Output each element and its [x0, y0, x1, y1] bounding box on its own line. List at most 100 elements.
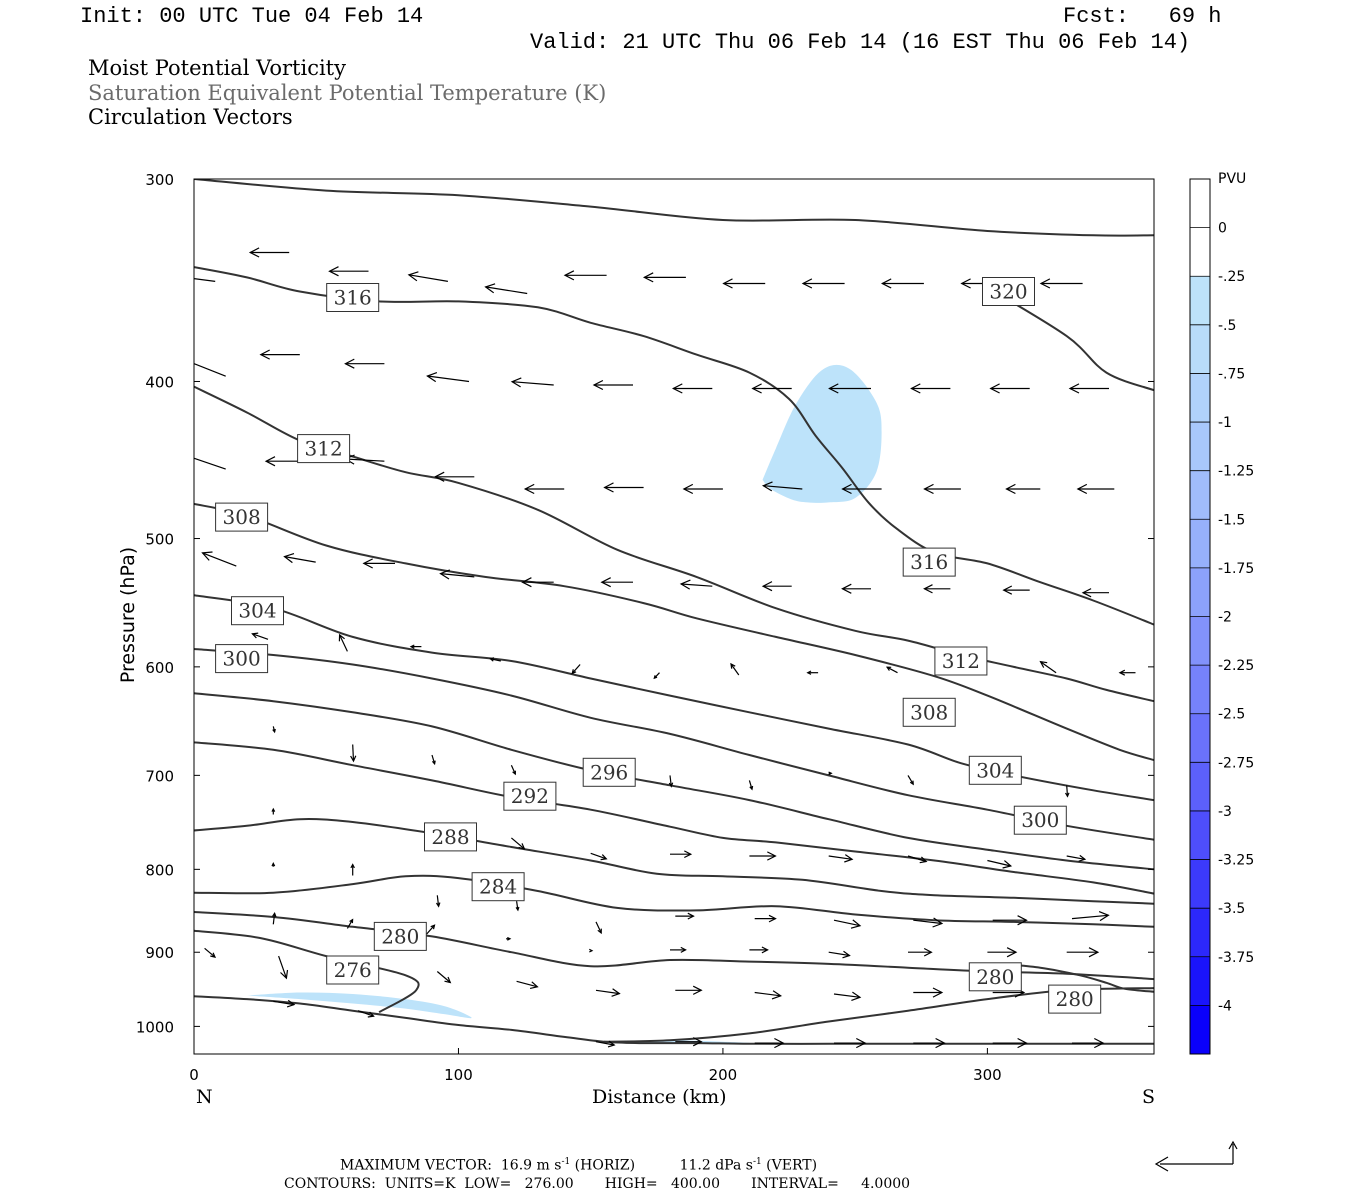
max-vector-label: MAXIMUM VECTOR:	[340, 1157, 492, 1174]
vector-arrow	[806, 670, 819, 675]
contour-label: 300	[1021, 808, 1059, 832]
vector-head	[850, 919, 862, 929]
colorbar-tick-label: -.25	[1218, 269, 1245, 285]
vector-head	[932, 917, 944, 928]
vector-head	[923, 947, 933, 957]
vector-head	[679, 579, 691, 590]
vector-arrow	[749, 851, 777, 861]
vector-arrow	[730, 662, 740, 676]
vector-head	[174, 273, 183, 282]
vector-shaft	[436, 971, 451, 983]
colorbar-cell	[1190, 470, 1210, 520]
x-axis-label: Distance (km)	[592, 1086, 727, 1108]
vector-head	[828, 383, 839, 394]
vert-exp: -1	[752, 1157, 762, 1167]
vector-shaft	[886, 666, 898, 674]
vector-shaft	[431, 754, 436, 764]
vector-shaft	[833, 993, 861, 998]
vector-arrow	[433, 471, 475, 482]
vector-shaft	[357, 1010, 374, 1017]
init-time: Init: 00 UTC Tue 04 Feb 14	[80, 4, 424, 29]
vector-head	[767, 851, 777, 861]
vector-head	[507, 936, 512, 941]
vector-head	[841, 483, 852, 495]
x-tick-label: 100	[444, 1066, 473, 1084]
title-vectors: Circulation Vectors	[88, 105, 293, 129]
vector-head	[194, 358, 195, 360]
vector-shaft	[346, 919, 354, 929]
colorbar-tick-label: -2.5	[1218, 707, 1245, 723]
y-tick-label: 400	[145, 373, 174, 391]
contour-label-box	[326, 955, 380, 985]
vector-head	[923, 483, 934, 495]
pv-shade-region	[762, 364, 882, 503]
vector-arrow	[344, 358, 385, 369]
colorbar-cell	[1190, 665, 1210, 714]
contour-label-box	[424, 822, 477, 852]
vector-arrow	[754, 914, 777, 923]
vector-head	[271, 807, 276, 812]
vector-arrow	[1076, 483, 1115, 495]
contour-label: 312	[942, 649, 980, 673]
colorbar-cell	[1190, 567, 1210, 617]
vector-arrow	[679, 579, 713, 590]
colorbar-tick-label: -1.25	[1218, 464, 1254, 480]
vector-shaft	[590, 852, 607, 860]
vector-shaft	[204, 947, 216, 958]
vector-shaft	[763, 485, 803, 490]
y-tick-label: 800	[145, 861, 174, 879]
vector-arrow	[1072, 1037, 1105, 1049]
vector-shaft	[284, 556, 316, 563]
title-thetaes: Saturation Equivalent Potential Temperat…	[88, 81, 607, 105]
contour-label: 320	[989, 280, 1027, 304]
contour-label-box	[215, 644, 269, 674]
reference-vector	[1154, 1140, 1238, 1172]
vector-head	[521, 577, 532, 588]
vector-arrow	[1066, 947, 1100, 958]
vector-arrow	[194, 453, 226, 470]
vector-head	[607, 1040, 616, 1048]
contour-label: 276	[334, 958, 372, 982]
vector-head	[960, 278, 971, 289]
vector-arrow	[1039, 278, 1083, 289]
contour-label-box	[215, 502, 269, 532]
colorbar-cell	[1190, 276, 1210, 325]
vector-head	[909, 780, 914, 786]
contour-label: 300	[223, 647, 261, 671]
contour-label: 312	[305, 437, 343, 461]
vector-head	[828, 771, 833, 776]
title-mpv: Moist Potential Vorticity	[88, 56, 346, 80]
vector-arrow	[668, 775, 674, 788]
vector-head	[328, 266, 339, 277]
vector-head	[851, 991, 862, 1001]
colorbar-tick-label: -.75	[1218, 366, 1245, 382]
vector-arrow	[754, 1037, 785, 1049]
contour-label: 292	[511, 784, 549, 808]
vector-arrow	[439, 569, 475, 580]
contour-label: 304	[238, 599, 276, 623]
vector-arrow	[748, 780, 754, 791]
vector-head	[529, 981, 539, 989]
vector-head	[563, 270, 575, 281]
contour-label-box	[471, 872, 525, 902]
pv-colorbar: 0 -.25 -.5 -.75 -1 -1.25 -1.5 -1.75 -2 -2.25 -2.5 -…	[1189, 178, 1254, 1055]
vector-head	[722, 278, 733, 289]
contour-label: 316	[334, 286, 372, 310]
vector-head	[350, 755, 357, 763]
vector-head	[430, 924, 436, 930]
vector-head	[856, 1037, 867, 1049]
vector-head	[1094, 1037, 1105, 1049]
vector-head	[194, 453, 195, 455]
vector-arrow	[913, 987, 944, 998]
vector-arrow	[987, 947, 1018, 958]
vector-arrow	[407, 271, 449, 282]
axes: 300 400 500 600 700 800 900 1000 0 100 200 300	[136, 171, 1154, 1084]
vector-head	[592, 379, 604, 391]
vector-head	[512, 770, 516, 776]
vector-arrow	[595, 921, 602, 935]
vector-shaft	[273, 1000, 295, 1006]
x-end-right: S	[1142, 1086, 1156, 1108]
vector-shaft	[252, 633, 269, 640]
vector-shaft	[730, 663, 740, 676]
y-tick-label: 900	[145, 944, 174, 962]
